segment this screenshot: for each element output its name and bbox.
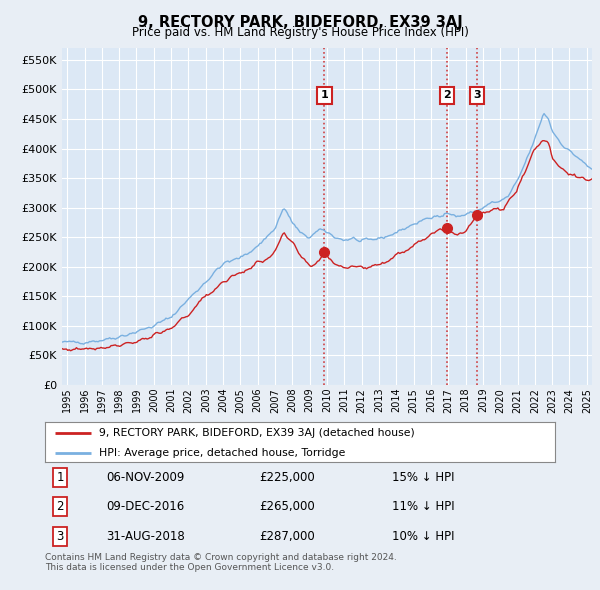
Text: Contains HM Land Registry data © Crown copyright and database right 2024.
This d: Contains HM Land Registry data © Crown c…: [45, 553, 397, 572]
Text: £225,000: £225,000: [259, 471, 315, 484]
Text: £287,000: £287,000: [259, 530, 315, 543]
Text: £265,000: £265,000: [259, 500, 315, 513]
Text: 2: 2: [56, 500, 64, 513]
Text: 3: 3: [56, 530, 64, 543]
Text: 09-DEC-2016: 09-DEC-2016: [106, 500, 184, 513]
Text: 1: 1: [56, 471, 64, 484]
Text: 31-AUG-2018: 31-AUG-2018: [106, 530, 185, 543]
Text: 10% ↓ HPI: 10% ↓ HPI: [392, 530, 454, 543]
Text: 2: 2: [443, 90, 451, 100]
Text: 9, RECTORY PARK, BIDEFORD, EX39 3AJ: 9, RECTORY PARK, BIDEFORD, EX39 3AJ: [137, 15, 463, 30]
Text: 15% ↓ HPI: 15% ↓ HPI: [392, 471, 454, 484]
Text: HPI: Average price, detached house, Torridge: HPI: Average price, detached house, Torr…: [98, 448, 345, 458]
Text: 1: 1: [320, 90, 328, 100]
Text: 9, RECTORY PARK, BIDEFORD, EX39 3AJ (detached house): 9, RECTORY PARK, BIDEFORD, EX39 3AJ (det…: [98, 428, 415, 438]
Text: 3: 3: [473, 90, 481, 100]
Text: 06-NOV-2009: 06-NOV-2009: [106, 471, 185, 484]
Text: 11% ↓ HPI: 11% ↓ HPI: [392, 500, 454, 513]
Text: Price paid vs. HM Land Registry's House Price Index (HPI): Price paid vs. HM Land Registry's House …: [131, 26, 469, 39]
